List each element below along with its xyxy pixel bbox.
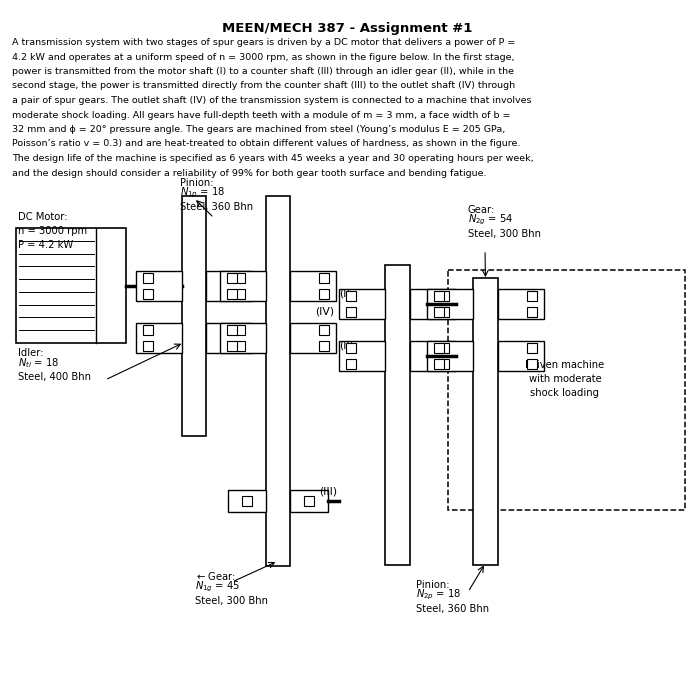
Text: DC Motor:: DC Motor: (18, 212, 67, 222)
Bar (220, 270, 266, 300)
Bar (434, 342, 444, 353)
Bar (290, 490, 328, 512)
Text: $N_{2p}$ = 18: $N_{2p}$ = 18 (416, 587, 461, 602)
Text: n = 3000 rpm: n = 3000 rpm (18, 226, 87, 236)
Bar (16, 228, 126, 343)
Bar (319, 272, 329, 283)
Bar (266, 196, 290, 566)
Text: shock loading: shock loading (530, 388, 600, 398)
Text: (IV): (IV) (315, 307, 334, 316)
Bar (227, 325, 237, 335)
Text: Idler:: Idler: (18, 348, 44, 358)
Text: MEEN/MECH 387 - Assignment #1: MEEN/MECH 387 - Assignment #1 (222, 22, 473, 35)
Bar (527, 358, 537, 368)
Text: Steel, 400 Bhn: Steel, 400 Bhn (18, 372, 91, 382)
Text: Driven machine: Driven machine (525, 360, 605, 370)
Bar (136, 270, 182, 300)
Bar (206, 270, 252, 300)
Text: $N_{ti}$ = 18: $N_{ti}$ = 18 (18, 356, 59, 370)
Bar (346, 358, 356, 368)
Bar (346, 342, 356, 353)
Bar (143, 288, 153, 298)
Bar (319, 288, 329, 298)
Text: $N_{1p}$ = 18: $N_{1p}$ = 18 (180, 186, 225, 200)
Bar (235, 325, 245, 335)
Text: The design life of the machine is specified as 6 years with 45 weeks a year and : The design life of the machine is specif… (12, 154, 534, 163)
Bar (346, 290, 356, 300)
Bar (136, 323, 182, 353)
Text: P = 4.2 kW: P = 4.2 kW (18, 240, 73, 250)
Bar (319, 325, 329, 335)
Bar (410, 288, 456, 318)
Text: power is transmitted from the motor shaft (I) to a counter shaft (III) through a: power is transmitted from the motor shaf… (12, 67, 514, 76)
Bar (206, 323, 252, 353)
Text: Poisson’s ratio v = 0.3) and are heat-treated to obtain different values of hard: Poisson’s ratio v = 0.3) and are heat-tr… (12, 139, 521, 148)
Bar (235, 272, 245, 283)
Bar (304, 496, 314, 506)
Text: with moderate: with moderate (529, 374, 601, 384)
Text: (I): (I) (339, 288, 350, 298)
Bar (290, 270, 336, 300)
Text: 32 mm and ϕ = 20° pressure angle. The gears are machined from steel (Young’s mod: 32 mm and ϕ = 20° pressure angle. The ge… (12, 125, 505, 134)
Bar (473, 278, 498, 565)
Bar (319, 340, 329, 351)
Text: $N_{1g}$ = 45: $N_{1g}$ = 45 (195, 580, 240, 594)
Text: Pinion:: Pinion: (180, 178, 213, 188)
Bar (346, 307, 356, 316)
Bar (427, 340, 473, 370)
Bar (235, 288, 245, 298)
Bar (143, 272, 153, 283)
Bar (527, 307, 537, 316)
Text: Steel, 360 Bhn: Steel, 360 Bhn (416, 604, 489, 614)
Text: $\leftarrow$Gear:: $\leftarrow$Gear: (195, 570, 236, 582)
Text: $N_{2g}$ = 54: $N_{2g}$ = 54 (468, 213, 514, 227)
Bar (227, 272, 237, 283)
Bar (448, 270, 685, 510)
Text: Pinion:: Pinion: (416, 580, 450, 590)
Bar (235, 340, 245, 351)
Bar (143, 325, 153, 335)
Bar (527, 342, 537, 353)
Bar (227, 340, 237, 351)
Bar (439, 307, 449, 316)
Text: Gear:: Gear: (468, 205, 496, 215)
Text: moderate shock loading. All gears have full-depth teeth with a module of m = 3 m: moderate shock loading. All gears have f… (12, 111, 511, 120)
Bar (290, 323, 336, 353)
Bar (242, 496, 252, 506)
Bar (385, 265, 410, 565)
Bar (439, 358, 449, 368)
Text: 4.2 kW and operates at a uniform speed of n = 3000 rpm, as shown in the figure b: 4.2 kW and operates at a uniform speed o… (12, 52, 514, 62)
Bar (227, 288, 237, 298)
Bar (410, 340, 456, 370)
Text: (II): (II) (339, 340, 354, 351)
Bar (439, 290, 449, 300)
Bar (439, 342, 449, 353)
Bar (427, 288, 473, 318)
Bar (498, 340, 544, 370)
Bar (220, 323, 266, 353)
Bar (143, 340, 153, 351)
Bar (182, 196, 206, 436)
Text: (III): (III) (319, 487, 337, 497)
Bar (498, 288, 544, 318)
Bar (339, 288, 385, 318)
Bar (434, 358, 444, 368)
Text: second stage, the power is transmitted directly from the counter shaft (III) to : second stage, the power is transmitted d… (12, 81, 515, 90)
Bar (527, 290, 537, 300)
Text: Steel, 300 Bhn: Steel, 300 Bhn (195, 596, 268, 606)
Text: Steel, 360 Bhn: Steel, 360 Bhn (180, 202, 253, 212)
Text: a pair of spur gears. The outlet shaft (IV) of the transmission system is connec: a pair of spur gears. The outlet shaft (… (12, 96, 532, 105)
Bar (434, 290, 444, 300)
Bar (228, 490, 266, 512)
Bar (339, 340, 385, 370)
Text: A transmission system with two stages of spur gears is driven by a DC motor that: A transmission system with two stages of… (12, 38, 516, 47)
Text: Steel, 300 Bhn: Steel, 300 Bhn (468, 229, 541, 239)
Text: and the design should consider a reliability of 99% for both gear tooth surface : and the design should consider a reliabi… (12, 169, 486, 178)
Bar (434, 307, 444, 316)
